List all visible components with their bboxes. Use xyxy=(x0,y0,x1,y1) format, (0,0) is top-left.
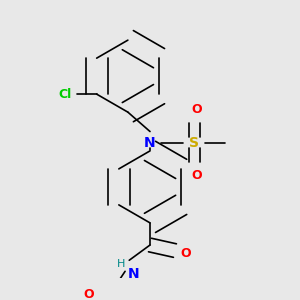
Text: Cl: Cl xyxy=(58,88,72,100)
Text: O: O xyxy=(84,288,94,300)
Text: N: N xyxy=(144,136,156,150)
Text: O: O xyxy=(192,169,203,182)
Text: O: O xyxy=(181,247,191,260)
Text: S: S xyxy=(189,136,199,150)
Text: O: O xyxy=(192,103,203,116)
Text: H: H xyxy=(117,260,125,269)
Text: N: N xyxy=(128,267,140,281)
